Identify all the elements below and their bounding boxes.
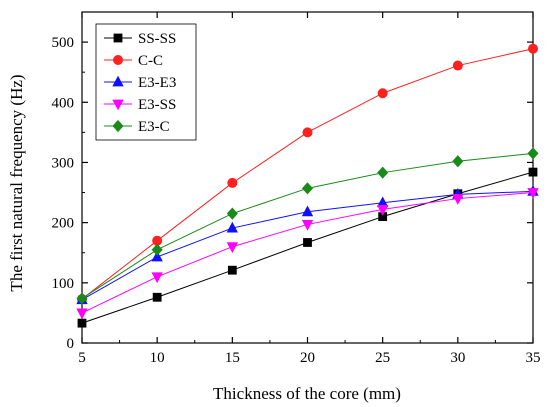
data-point-e3-c: [76, 292, 88, 305]
y-tick-label: 0: [67, 336, 75, 352]
data-point-ss-ss: [303, 238, 312, 247]
data-point-ss-ss: [77, 318, 87, 328]
x-tick-label: 5: [78, 350, 86, 366]
x-tick-label: 20: [300, 350, 315, 366]
data-point-e3-e3: [151, 250, 163, 262]
legend-label: E3-SS: [138, 97, 176, 113]
data-point-e3-ss: [76, 308, 88, 320]
data-point-c-c: [452, 60, 463, 71]
y-tick-label: 300: [52, 155, 75, 171]
y-axis-title: The first natural frequency (Hz): [7, 74, 26, 291]
series-e3-c: [76, 147, 539, 305]
legend-label: E3-E3: [138, 75, 176, 91]
legend-marker: [112, 99, 124, 111]
data-point-e3-c: [452, 155, 464, 168]
legend-marker: [113, 33, 123, 43]
data-point-e3-ss: [226, 242, 238, 254]
legend-marker: [113, 55, 124, 66]
legend-label: E3-C: [138, 119, 170, 135]
data-point-ss-ss: [152, 292, 162, 302]
series-line-ss-ss: [81, 171, 534, 324]
data-point-ss-ss: [528, 167, 538, 177]
legend-item-e3-e3: E3-E3: [104, 75, 176, 91]
legend-marker: [112, 119, 124, 133]
legend-item-c-c: C-C: [104, 53, 163, 69]
legend-marker: [112, 75, 124, 87]
data-point-c-c: [227, 177, 238, 188]
y-tick-label: 500: [52, 35, 75, 51]
data-point-c-c: [302, 127, 313, 138]
x-tick-label: 25: [375, 350, 390, 366]
series-layer: [76, 43, 539, 328]
data-point-e3-e3: [301, 205, 314, 217]
legend-item-e3-c: E3-C: [104, 119, 170, 135]
x-tick-label: 30: [450, 350, 465, 366]
series-e3-ss: [76, 188, 539, 320]
x-axis-title: Thickness of the core (mm): [213, 384, 401, 403]
x-tick-label: 35: [526, 350, 541, 366]
data-point-c-c: [377, 88, 388, 99]
x-tick-label: 15: [225, 350, 240, 366]
data-point-ss-ss: [227, 265, 237, 275]
y-tick-label: 100: [52, 276, 75, 292]
data-point-e3-ss: [301, 220, 314, 231]
y-tick-label: 200: [52, 216, 75, 232]
legend-item-e3-ss: E3-SS: [104, 97, 176, 113]
data-point-e3-ss: [377, 204, 389, 216]
legend-label: C-C: [138, 53, 163, 69]
data-point-e3-ss: [527, 188, 539, 199]
data-point-c-c: [528, 43, 539, 54]
data-point-e3-c: [527, 147, 539, 160]
data-point-e3-ss: [151, 272, 163, 284]
data-point-e3-ss: [452, 194, 464, 205]
y-tick-label: 400: [52, 95, 75, 111]
data-point-e3-c: [226, 207, 238, 220]
legend-label: SS-SS: [138, 31, 176, 47]
axes: 5 10 15 20 25 30 35 0 100 200 300 400 500: [52, 11, 541, 366]
x-tick-label: 10: [150, 350, 165, 366]
data-point-e3-c: [377, 166, 389, 179]
data-point-e3-c: [151, 243, 163, 256]
data-point-e3-c: [301, 182, 314, 195]
data-point-e3-e3: [226, 221, 238, 233]
legend-item-ss-ss: SS-SS: [104, 31, 176, 47]
legend: SS-SS C-C E3-E3 E3-SS E3-C: [95, 23, 197, 141]
